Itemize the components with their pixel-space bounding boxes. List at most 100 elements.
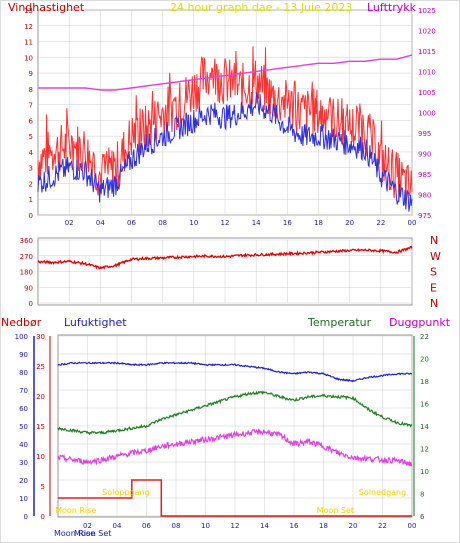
top-left-tick-label: 5: [29, 133, 33, 141]
bottom-x-tick-label: 00: [408, 522, 417, 530]
series-line-vindhastighet: [37, 46, 413, 204]
compass-label: N: [430, 297, 438, 310]
rain-tick-label: 20: [36, 393, 45, 401]
top-right-tick-label: 995: [418, 130, 431, 138]
top-right-tick-label: 1000: [418, 110, 436, 118]
series-line-temperatur: [57, 390, 413, 436]
direction-grid: [38, 239, 413, 304]
top-series: [37, 46, 413, 212]
top-left-tick-label: 13: [24, 7, 33, 15]
bottom-x-tick-label: 18: [319, 522, 328, 530]
moon-label: Moon Set: [317, 506, 354, 515]
rain-label: Nedbør: [1, 316, 42, 329]
top-x-tick-label: 18: [314, 219, 323, 227]
temperature-label: Temperatur: [307, 316, 372, 329]
top-right-tick-label: 1005: [418, 89, 436, 97]
top-x-tick-label: 16: [283, 219, 292, 227]
top-x-ticks: 02 04 06 08 10 12 14 16 18 20 22 00: [65, 219, 417, 227]
series-line-lufttrykk: [38, 54, 413, 91]
temperature-tick-label: 8: [420, 491, 424, 499]
top-left-tick-label: 8: [29, 86, 33, 94]
humidity-tick-label: 90: [19, 351, 28, 359]
direction-tick-label: 180: [20, 269, 33, 277]
direction-tick-label: 360: [20, 237, 33, 245]
top-left-tick-label: 1: [29, 196, 33, 204]
top-x-tick-label: 08: [158, 219, 167, 227]
temperature-tick-label: 22: [420, 333, 429, 341]
top-x-tick-label: 02: [65, 219, 74, 227]
top-left-tick-label: 11: [24, 39, 33, 47]
compass-label: W: [430, 250, 441, 263]
top-x-tick-label: 12: [221, 219, 230, 227]
top-x-tick-label: 10: [189, 219, 198, 227]
top-left-tick-label: 4: [29, 149, 34, 157]
humidity-label: Lufuktighet: [64, 316, 127, 329]
bottom-x-tick-label: 12: [231, 522, 240, 530]
bottom-x-tick-label: 04: [113, 522, 122, 530]
series-line-wind-direction: [37, 245, 413, 270]
top-x-tick-label: 04: [96, 219, 105, 227]
direction-tick-label: 270: [20, 253, 33, 261]
top-right-tick-label: 1020: [418, 28, 436, 36]
series-line-duggpunkt: [57, 428, 413, 467]
rain-tick-label: 0: [41, 513, 45, 521]
top-grid: [38, 9, 413, 216]
bottom-x-tick-label: 20: [349, 522, 358, 530]
compass-label: S: [430, 266, 437, 279]
top-left-label: Vindhastighet: [8, 1, 85, 14]
humidity-tick-label: 100: [15, 333, 28, 341]
top-right-ticks: 975 980 985 990 995 1000 1005 1010 1015 1020 1025: [418, 7, 436, 220]
humidity-tick-label: 70: [19, 387, 28, 395]
rain-tick-label: 10: [36, 453, 45, 461]
series-line-lufuktighet: [57, 361, 413, 383]
humidity-tick-label: 80: [19, 369, 28, 377]
top-left-tick-label: 6: [29, 117, 34, 125]
compass-label: E: [430, 281, 437, 294]
bottom-grid: [58, 335, 413, 517]
rain-tick-label: 5: [41, 483, 45, 491]
top-left-tick-label: 10: [24, 54, 33, 62]
bottom-x-tick-label: 16: [290, 522, 299, 530]
top-x-tick-label: 22: [376, 219, 385, 227]
top-right-label: Lufttrykk: [367, 1, 417, 14]
top-right-tick-label: 985: [418, 171, 431, 179]
temperature-tick-label: 12: [420, 446, 429, 454]
bottom-series: [57, 361, 413, 517]
dewpoint-label: Duggpunkt: [389, 316, 451, 329]
bottom-x-tick-label: 02: [83, 522, 92, 530]
top-x-tick-label: 06: [127, 219, 136, 227]
humidity-tick-label: 60: [19, 405, 28, 413]
top-x-tick-label: 14: [252, 219, 261, 227]
top-left-tick-label: 0: [29, 212, 33, 220]
top-right-tick-label: 980: [418, 192, 431, 200]
bottom-x-tick-label: 22: [378, 522, 387, 530]
bottom-x-tick-label: 14: [260, 522, 269, 530]
humidity-tick-label: 40: [19, 441, 28, 449]
top-right-tick-label: 1015: [418, 48, 436, 56]
direction-series: [37, 245, 413, 270]
top-left-tick-label: 12: [24, 23, 33, 31]
top-right-tick-label: 1025: [418, 7, 436, 15]
humidity-tick-label: 30: [19, 459, 28, 467]
moon-labels: Moon Rise Soloppgang Moon Set Solnedgang: [55, 488, 406, 515]
humidity-tick-label: 20: [19, 477, 28, 485]
top-left-tick-label: 9: [29, 70, 33, 78]
bottom-x-tick-label: 06: [142, 522, 151, 530]
temperature-tick-label: 18: [420, 378, 429, 386]
top-right-tick-label: 975: [418, 212, 431, 220]
series-line-rain: [58, 479, 412, 517]
moon-label: Solnedgang: [359, 488, 406, 497]
series-line-vindkast: [37, 92, 413, 212]
bottom-ticks: 0102030405060708090100051015202530681012…: [15, 333, 430, 530]
bottom-moon-set: Moon Set: [74, 529, 111, 538]
temperature-tick-label: 16: [420, 401, 429, 409]
moon-label: Soloppgang: [102, 488, 149, 497]
direction-tick-label: 90: [24, 284, 33, 292]
moon-label: Moon Rise: [55, 506, 96, 515]
bottom-moon-rise: Moon Rise: [54, 529, 95, 538]
